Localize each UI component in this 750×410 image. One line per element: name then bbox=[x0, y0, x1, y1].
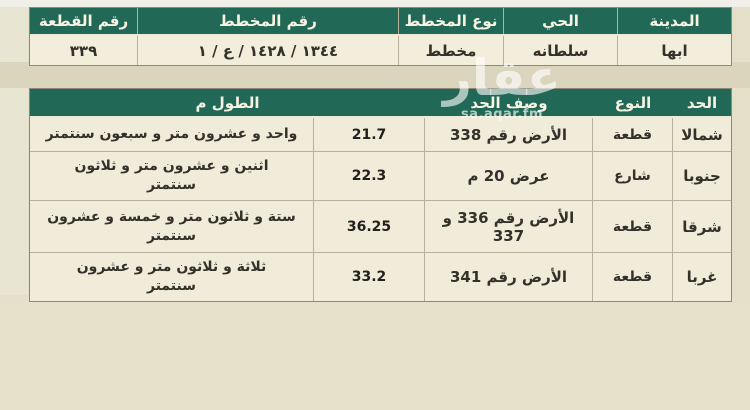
type-cell: قطعة bbox=[593, 118, 673, 151]
description-cell: الأرض رقم 338 bbox=[425, 118, 593, 151]
length-num-cell: 33.2 bbox=[314, 253, 425, 301]
plan-type-header: نوع المخطط bbox=[399, 8, 504, 34]
top-margin-strip bbox=[0, 0, 750, 7]
type-header: النوع bbox=[614, 93, 652, 112]
left-margin-strip bbox=[0, 7, 28, 295]
type-cell: شارع bbox=[593, 152, 673, 200]
parcel-info-table: المدينة الحي نوع المخطط رقم المخطط رقم ا… bbox=[29, 7, 732, 66]
length-text-cell: اثنين و عشرون متر و ثلاثون سنتمتر bbox=[30, 152, 314, 200]
description-header: وصف الحد bbox=[470, 93, 548, 112]
plan-type-value: مخطط bbox=[399, 36, 504, 65]
parcel-number-value: ٣٣٩ bbox=[30, 36, 138, 65]
length-num-cell: 21.7 bbox=[314, 118, 425, 151]
boundary-row-west: غربا قطعة الأرض رقم 341 33.2 ثلاثة و ثلا… bbox=[30, 252, 731, 301]
length-text-cell: ثلاثة و ثلاثون متر و عشرون سنتمتر bbox=[30, 253, 314, 301]
description-cell: عرض 20 م bbox=[425, 152, 593, 200]
plan-number-value: ١٣٤٤ / ١٤٢٨ / ع / ١ bbox=[138, 36, 399, 65]
district-header: الحي bbox=[504, 8, 618, 34]
length-num-cell: 36.25 bbox=[314, 201, 425, 252]
parcel-table-value-row: ابها سلطانه مخطط ١٣٤٤ / ١٤٢٨ / ع / ١ ٣٣٩ bbox=[30, 36, 731, 65]
length-num-cell: 22.3 bbox=[314, 152, 425, 200]
boundary-row-south: جنوبا شارع عرض 20 م 22.3 اثنين و عشرون م… bbox=[30, 151, 731, 200]
parcel-table-header-row: المدينة الحي نوع المخطط رقم المخطط رقم ا… bbox=[30, 8, 731, 36]
type-cell: قطعة bbox=[593, 253, 673, 301]
description-cell: الأرض رقم 341 bbox=[425, 253, 593, 301]
side-cell: جنوبا bbox=[683, 167, 721, 185]
boundaries-table: الحد النوع وصف الحد الطول م شمالا قطعة ا… bbox=[29, 88, 732, 302]
length-header: الطول م bbox=[195, 93, 260, 112]
boundary-header: الحد bbox=[686, 93, 718, 112]
side-cell: شرقا bbox=[682, 217, 722, 236]
bottom-blank-area bbox=[0, 297, 750, 410]
city-header: المدينة bbox=[649, 12, 700, 30]
boundary-row-east: شرقا قطعة الأرض رقم 336 و 337 36.25 ستة … bbox=[30, 200, 731, 252]
description-cell: الأرض رقم 336 و 337 bbox=[425, 201, 593, 252]
district-value: سلطانه bbox=[504, 36, 618, 65]
side-cell: غربا bbox=[686, 268, 718, 286]
boundary-row-north: شمالا قطعة الأرض رقم 338 21.7 واحد و عشر… bbox=[30, 118, 731, 151]
table-gap-strip bbox=[0, 62, 750, 88]
length-text-cell: واحد و عشرون متر و سبعون سنتمتر bbox=[30, 118, 314, 151]
length-text-cell: ستة و ثلاثون متر و خمسة و عشرون سنتمتر bbox=[30, 201, 314, 252]
boundaries-header-row: الحد النوع وصف الحد الطول م bbox=[30, 89, 731, 118]
side-cell: شمالا bbox=[681, 125, 723, 144]
type-cell: قطعة bbox=[593, 201, 673, 252]
plan-number-header: رقم المخطط bbox=[138, 8, 399, 34]
parcel-number-header: رقم القطعة bbox=[30, 8, 138, 34]
city-value: ابها bbox=[661, 41, 688, 60]
